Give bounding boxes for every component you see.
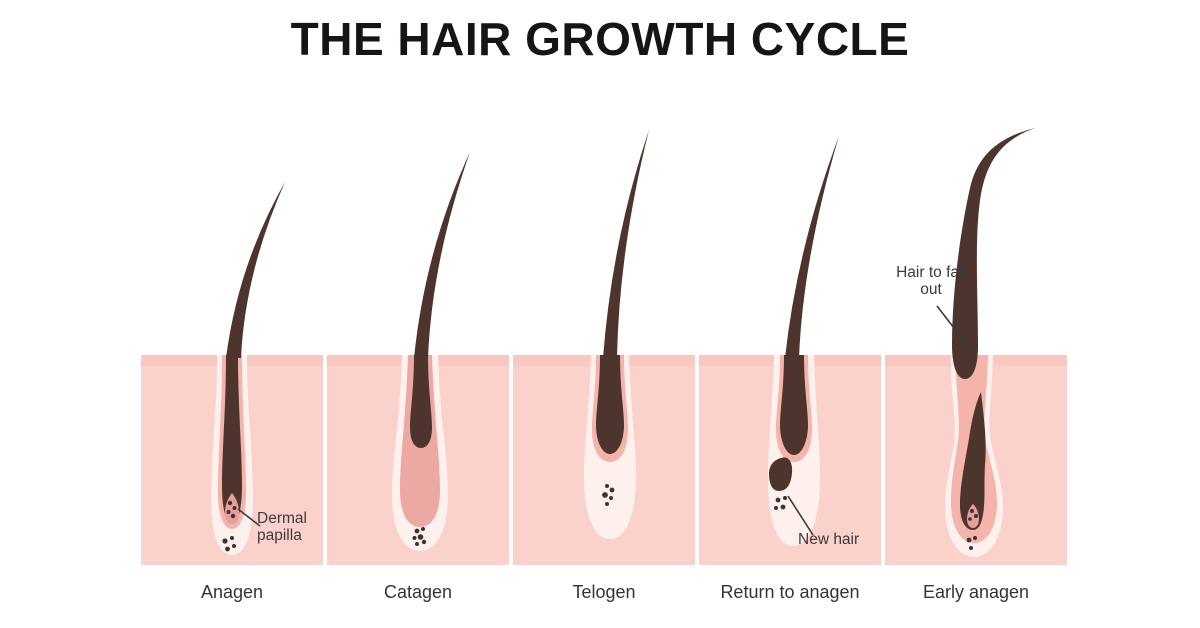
- panel-early-anagen: Hair to fall out Early anagen: [885, 110, 1067, 615]
- hair-shaft: [785, 136, 839, 358]
- page-title: THE HAIR GROWTH CYCLE: [290, 13, 910, 65]
- stage-label-catagen: Catagen: [383, 582, 453, 602]
- new-hair-label: New hair: [798, 531, 860, 548]
- dermal-papilla: [225, 493, 239, 524]
- club-hair: [596, 355, 624, 454]
- matrix-cells: [222, 536, 236, 552]
- papilla-cells: [968, 509, 978, 521]
- panel-telogen: Telogen: [513, 110, 695, 615]
- new-hair-pointer-line: [787, 495, 814, 536]
- hair-shaft: [414, 152, 470, 358]
- hair-to-fall-out-pointer-line: [936, 305, 972, 351]
- dermal-papilla-label: Dermal papilla: [257, 510, 307, 545]
- new-hair-cells: [774, 496, 787, 510]
- condensed-papilla-cells: [412, 527, 427, 546]
- resting-papilla-cells: [602, 484, 615, 506]
- matrix-cells: [966, 536, 977, 550]
- panel-catagen: Catagen: [327, 110, 509, 615]
- stage-label-return-to-anagen: Return to anagen: [720, 582, 860, 602]
- early-anagen-follicle-illustration: [885, 128, 1067, 565]
- hair-bulb: [222, 355, 242, 523]
- stage-label-telogen: Telogen: [572, 582, 636, 602]
- return-to-anagen-follicle-illustration: [699, 136, 881, 565]
- new-growing-hair: [960, 392, 986, 530]
- hair-shaft: [603, 130, 649, 358]
- new-hair-bud: [769, 457, 793, 491]
- club-hair: [410, 355, 432, 448]
- hair-to-fall-out-label: Hair to fall out: [896, 264, 966, 299]
- telogen-follicle-illustration: [513, 130, 695, 565]
- catagen-follicle-illustration: [327, 152, 509, 565]
- panel-return-to-anagen: New hair Return to anagen: [699, 110, 881, 615]
- club-hair: [780, 355, 808, 455]
- dermal-papilla: [967, 504, 979, 528]
- stage-label-anagen: Anagen: [200, 582, 264, 602]
- stage-label-early-anagen: Early anagen: [922, 582, 1030, 602]
- old-hair-falling-out: [952, 128, 1035, 379]
- anagen-follicle-illustration: [141, 182, 323, 565]
- panel-anagen: Dermal papilla Anagen: [141, 110, 323, 615]
- papilla-cells: [226, 500, 237, 519]
- dermal-papilla-pointer-line: [237, 508, 261, 527]
- hair-shaft: [226, 182, 285, 358]
